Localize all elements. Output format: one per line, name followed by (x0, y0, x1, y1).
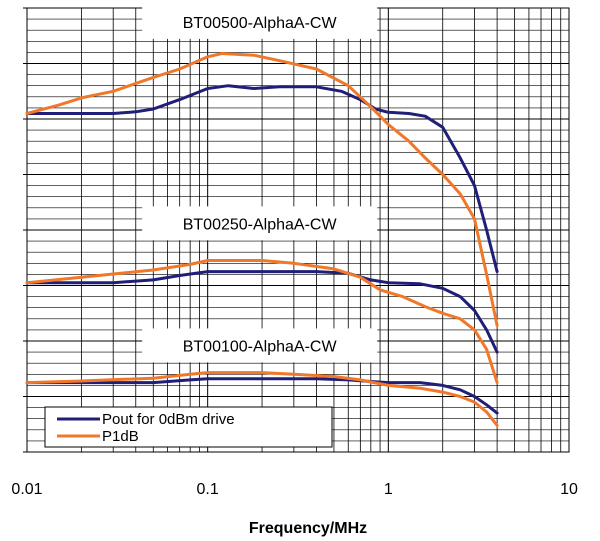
annotation-label: BT00250-AlphaA-CW (183, 216, 338, 233)
x-tick-label: 0.1 (197, 481, 219, 498)
x-tick-label: 1 (384, 481, 393, 498)
annotation-box (142, 328, 378, 363)
annotation-box (142, 4, 378, 39)
x-axis-title: Frequency/MHz (249, 520, 367, 537)
series-line-p1db (25, 259, 499, 385)
x-tick-label: 10 (560, 481, 578, 498)
x-tick-label: 0.01 (11, 481, 42, 498)
legend-label: P1dB (102, 428, 139, 445)
annotation-label: BT00500-AlphaA-CW (183, 15, 338, 32)
series-layer (25, 52, 499, 427)
series-line-pout (25, 84, 499, 274)
series-line-p1db (25, 371, 499, 427)
annotation-box (142, 206, 378, 241)
x-tick-labels: 0.01 0.1 1 10 (11, 481, 578, 498)
legend-box (44, 406, 333, 448)
annotations: BT00500-AlphaA-CW BT00250-AlphaA-CW BT0010… (142, 4, 378, 363)
annotation-label: BT00100-AlphaA-CW (183, 338, 338, 355)
series-line-p1db (25, 52, 499, 327)
legend-label: Pout for 0dBm drive (102, 411, 235, 428)
